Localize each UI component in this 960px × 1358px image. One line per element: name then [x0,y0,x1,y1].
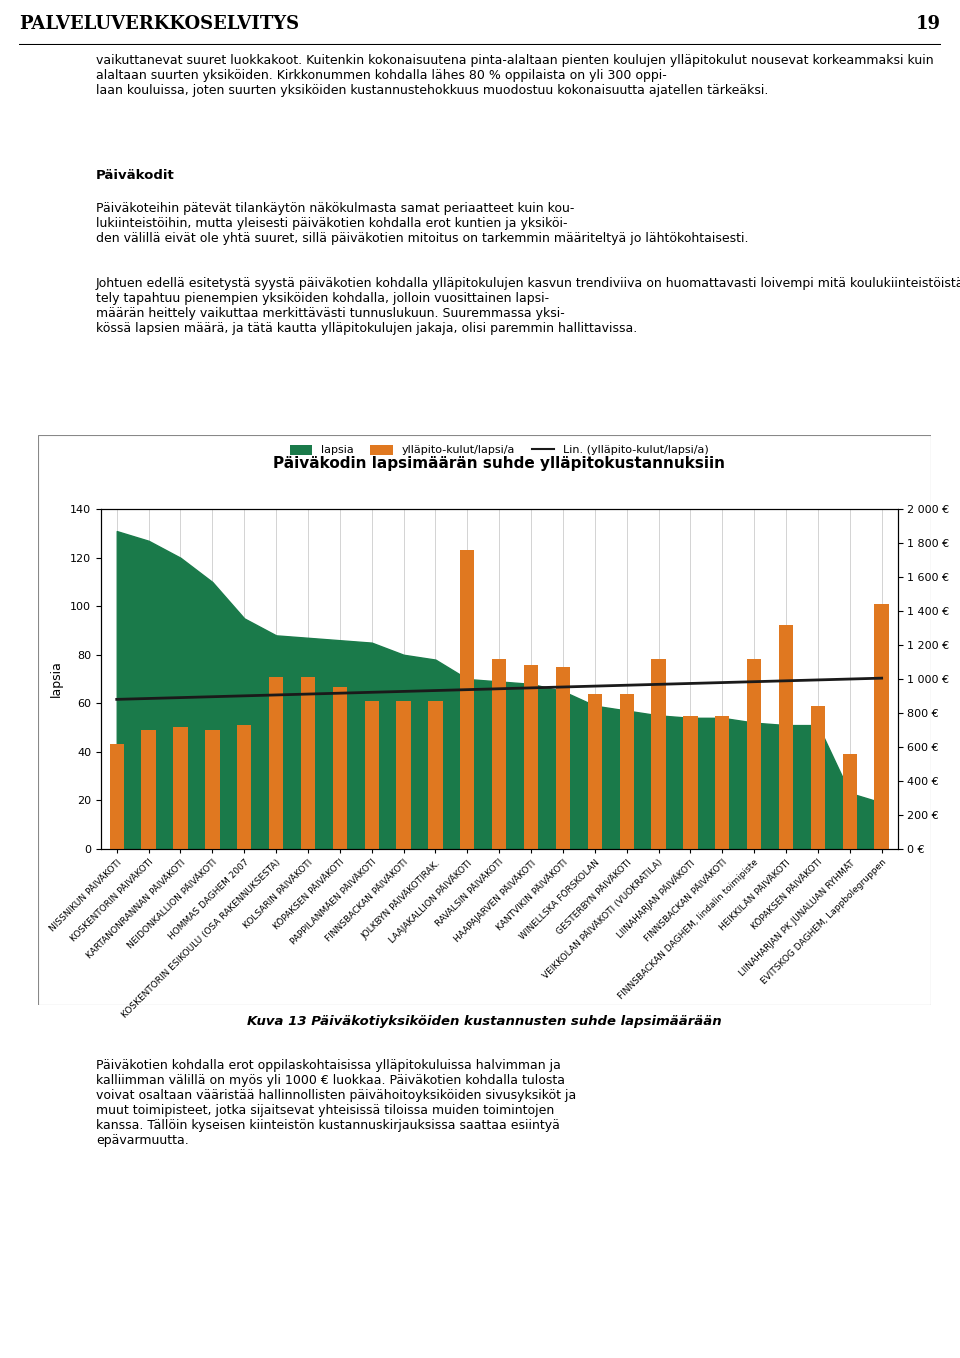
Bar [428,701,443,849]
Bar [365,701,379,849]
Text: 19: 19 [916,15,941,34]
Bar [843,754,857,849]
Legend: lapsia, ylläpito-kulut/lapsi/a, Lin. (ylläpito-kulut/lapsi/a): lapsia, ylläpito-kulut/lapsi/a, Lin. (yl… [285,440,713,460]
Text: Päiväkoteihin pätevät tilankäytön näkökulmasta samat periaatteet kuin kou-
lukii: Päiväkoteihin pätevät tilankäytön näköku… [96,202,749,244]
Bar [109,744,124,849]
Bar [205,731,220,849]
Bar [556,667,570,849]
Bar [492,659,506,849]
Bar [652,659,665,849]
Bar [875,604,889,849]
Text: PALVELUVERKKOSELVITYS: PALVELUVERKKOSELVITYS [19,15,300,34]
Text: Kuva 13 Päiväkotiyksiköiden kustannusten suhde lapsimäärään: Kuva 13 Päiväkotiyksiköiden kustannusten… [248,1016,722,1028]
Text: Päiväkodit: Päiväkodit [96,170,175,182]
Bar [269,678,283,849]
Bar [524,664,539,849]
Bar [619,694,634,849]
Bar [684,717,698,849]
Bar [460,550,474,849]
Bar [747,659,761,849]
Bar [300,678,315,849]
Bar [333,687,347,849]
Bar [174,727,187,849]
Bar [237,725,252,849]
Bar [141,731,156,849]
Bar [588,694,602,849]
Bar [811,706,825,849]
Text: vaikuttanevat suuret luokkakoot. Kuitenkin kokonaisuutena pinta-alaltaan pienten: vaikuttanevat suuret luokkakoot. Kuitenk… [96,54,934,98]
Y-axis label: lapsia: lapsia [50,660,63,698]
Bar [396,701,411,849]
Bar [715,717,730,849]
Text: Johtuen edellä esitetystä syystä päiväkotien kohdalla ylläpitokulujen kasvun tre: Johtuen edellä esitetystä syystä päiväko… [96,277,960,335]
Bar [779,625,793,849]
Text: Päiväkotien kohdalla erot oppilaskohtaisissa ylläpitokuluissa halvimman ja
kalli: Päiväkotien kohdalla erot oppilaskohtais… [96,1059,576,1148]
Title: Päiväkodin lapsimäärän suhde ylläpitokustannuksiin: Päiväkodin lapsimäärän suhde ylläpitokus… [274,455,725,471]
